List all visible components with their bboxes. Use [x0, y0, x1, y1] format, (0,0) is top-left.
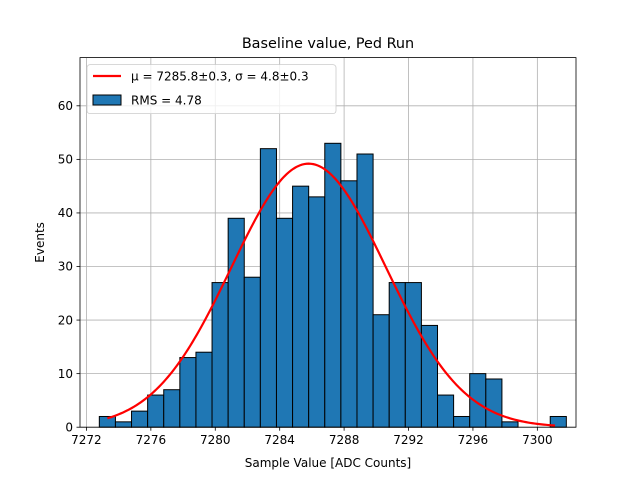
legend-hist-label: RMS = 4.78 [131, 94, 202, 108]
histogram-bar [275, 217, 294, 428]
histogram-bar [356, 153, 374, 428]
histogram-bar [195, 351, 213, 428]
y-tick-label: 50 [58, 153, 73, 167]
histogram-bar [437, 394, 455, 428]
y-axis-ticks: 0 10 20 30 40 50 60 [58, 99, 80, 434]
legend: μ = 7285.8±0.3, σ = 4.8±0.3 RMS = 4.78 [86, 64, 337, 114]
histogram-bar [372, 314, 390, 428]
histogram-bar [179, 357, 197, 428]
x-axis-ticks: 7272 7276 7280 7284 7288 7292 7296 7300 [71, 427, 553, 447]
y-tick-label: 0 [65, 420, 73, 434]
x-axis-label: Sample Value [ADC Counts] [245, 456, 411, 470]
x-tick-label: 7296 [458, 433, 489, 447]
histogram-bar [114, 421, 133, 428]
x-tick-label: 7280 [200, 433, 231, 447]
histogram-bars [98, 142, 567, 428]
histogram-bar [243, 276, 261, 428]
legend-hist-patch-swatch [92, 94, 122, 106]
histogram-bar [163, 389, 181, 428]
histogram-bar [485, 378, 503, 428]
gaussian-fit-curve [107, 162, 556, 427]
y-tick-label: 60 [58, 99, 73, 113]
histogram-bar [131, 410, 149, 428]
histogram-bar [147, 394, 165, 428]
y-tick-label: 40 [58, 206, 73, 220]
histogram-bar [227, 217, 245, 428]
histogram-bar [324, 142, 342, 428]
x-tick-label: 7292 [393, 433, 424, 447]
y-tick-label: 30 [58, 260, 73, 274]
histogram-bar [404, 282, 422, 428]
histogram-bar [388, 282, 406, 428]
legend-box [86, 64, 337, 114]
y-axis-label: Events [33, 222, 47, 263]
plot-frame [79, 57, 577, 428]
histogram-bar [292, 185, 310, 428]
x-tick-label: 7288 [329, 433, 360, 447]
histogram-bar [501, 421, 519, 428]
x-tick-label: 7284 [264, 433, 295, 447]
chart-title: Baseline value, Ped Run [242, 36, 414, 52]
histogram-bar [211, 282, 229, 428]
x-tick-label: 7272 [71, 433, 102, 447]
histogram-bar [340, 180, 358, 428]
x-tick-label: 7276 [136, 433, 167, 447]
histogram-bar [308, 196, 326, 428]
legend-fit-label: μ = 7285.8±0.3, σ = 4.8±0.3 [131, 70, 309, 84]
histogram-bar [453, 415, 471, 428]
y-tick-label: 20 [58, 313, 73, 327]
histogram-bar [469, 373, 487, 428]
y-tick-label: 10 [58, 367, 73, 381]
x-tick-label: 7300 [522, 433, 553, 447]
